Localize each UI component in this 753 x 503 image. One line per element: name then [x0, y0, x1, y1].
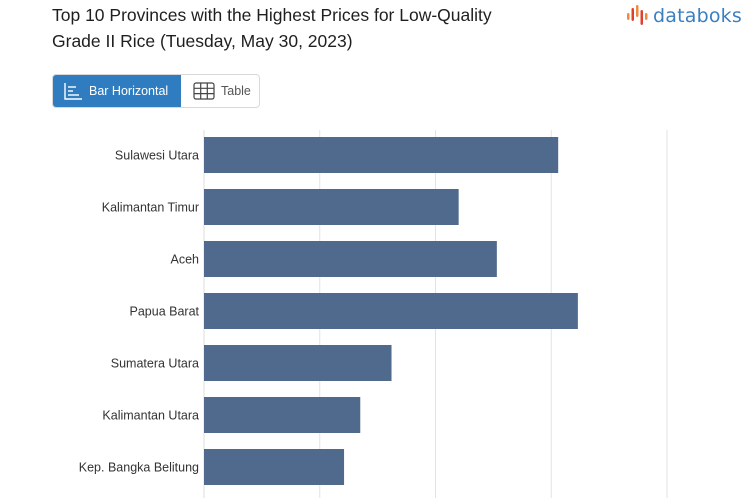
category-label: Kalimantan Utara: [102, 409, 199, 423]
logo-text: databoks: [653, 5, 742, 27]
bar[interactable]: [204, 345, 392, 381]
bar[interactable]: [204, 189, 459, 225]
chart-title: Top 10 Provinces with the Highest Prices…: [52, 2, 572, 54]
table-label: Table: [221, 84, 251, 98]
category-label: Kalimantan Timur: [102, 201, 199, 215]
bar-chart-icon: [64, 83, 82, 100]
table-tab[interactable]: Table: [181, 75, 251, 107]
category-label: Sulawesi Utara: [115, 149, 199, 163]
bar-chart: Sulawesi Utara Kalimantan Timur Aceh Papua …: [79, 130, 668, 498]
databoks-logo[interactable]: databoks: [626, 4, 742, 28]
chart-area: Sulawesi Utara Kalimantan Timur Aceh Papua …: [0, 128, 753, 498]
bar[interactable]: [204, 293, 578, 329]
category-label: Sumatera Utara: [111, 357, 199, 371]
table-icon: [193, 82, 215, 100]
bar[interactable]: [204, 449, 345, 485]
category-label: Kep. Bangka Belitung: [79, 461, 199, 475]
category-label: Aceh: [171, 253, 200, 267]
bar[interactable]: [204, 241, 497, 277]
chart-title-line-1: Top 10 Provinces with the Highest Prices…: [52, 5, 492, 25]
databoks-bars-icon: [627, 5, 648, 25]
bar-horizontal-tab[interactable]: Bar Horizontal: [53, 75, 181, 107]
bar-horizontal-label: Bar Horizontal: [89, 84, 169, 98]
category-label: Papua Barat: [130, 305, 200, 319]
bar[interactable]: [204, 137, 559, 173]
bar[interactable]: [204, 397, 361, 433]
view-toggle: Bar Horizontal Table: [52, 74, 260, 108]
chart-title-line-2: Grade II Rice (Tuesday, May 30, 2023): [52, 31, 353, 51]
